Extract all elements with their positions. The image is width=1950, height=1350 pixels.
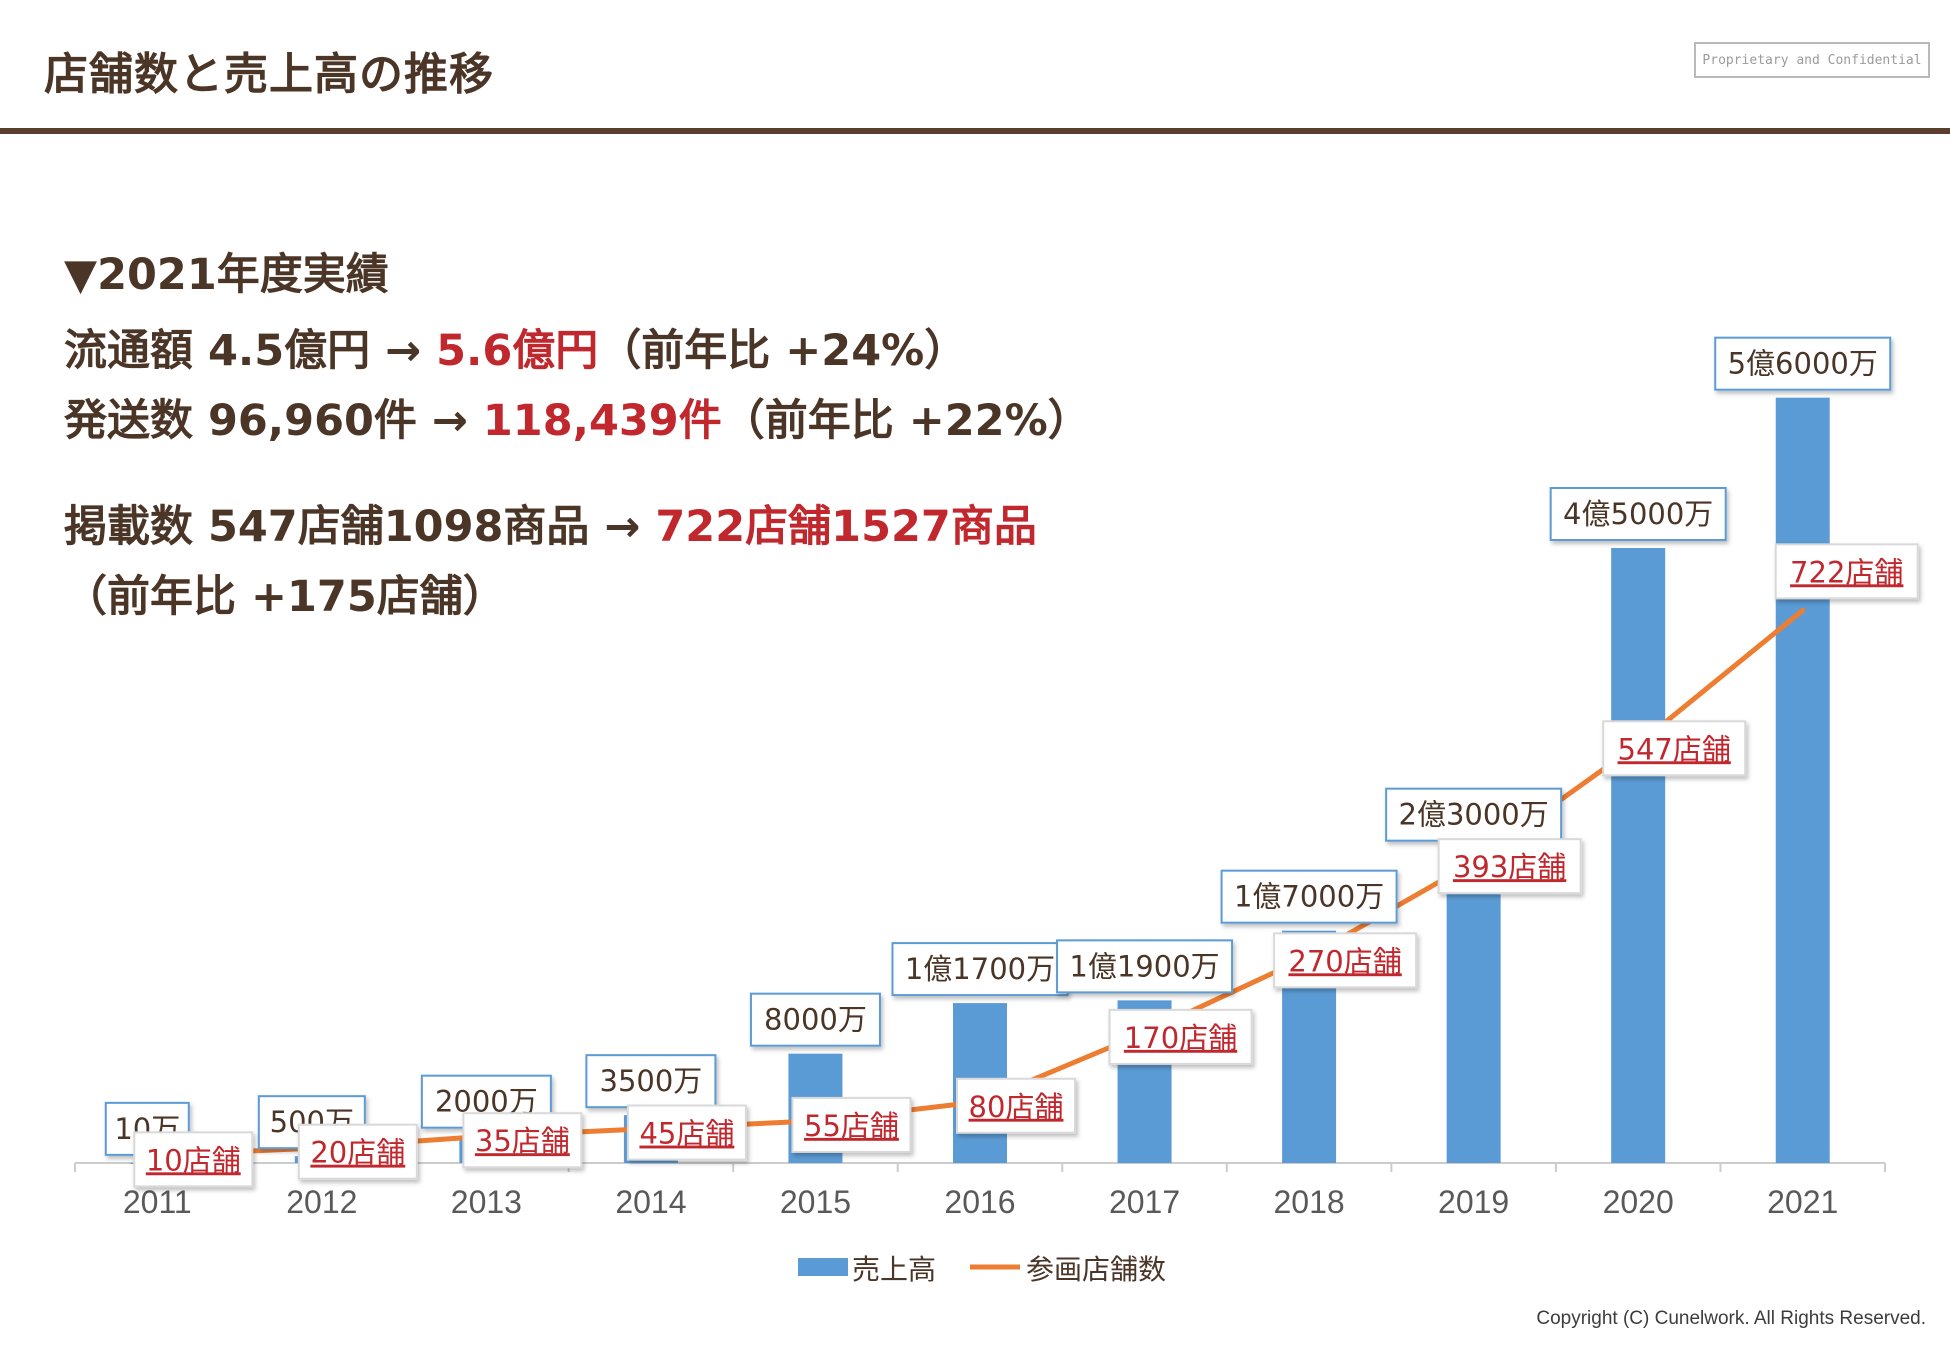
line-value-label: 170店舗 xyxy=(1124,1021,1237,1055)
legend-line-label: 参画店舗数 xyxy=(1026,1253,1166,1286)
bar-value-label: 5億6000万 xyxy=(1728,347,1878,381)
line-value-label: 35店舗 xyxy=(475,1124,570,1158)
bar-2019 xyxy=(1446,848,1501,1163)
line-value-label: 80店舗 xyxy=(969,1090,1064,1124)
shipments-label: 発送数 96,960件 → xyxy=(64,396,483,446)
line-value-box xyxy=(1273,932,1418,989)
confidential-badge: Proprietary and Confidential xyxy=(1694,42,1930,78)
line-value-box xyxy=(133,1131,254,1188)
x-tick-label: 2019 xyxy=(1438,1184,1509,1220)
summary-line-sales: 流通額 4.5億円 → 5.6億円（前年比 +24%） xyxy=(64,316,1091,386)
x-tick-label: 2017 xyxy=(1109,1184,1180,1220)
sales-label: 流通額 4.5億円 → xyxy=(64,326,437,376)
line-value-label: 393店舗 xyxy=(1453,850,1566,884)
line-value-label: 10店舗 xyxy=(146,1143,241,1177)
bar-2021 xyxy=(1775,397,1830,1164)
line-value-box xyxy=(1774,543,1919,600)
line-value-box xyxy=(1602,720,1747,777)
x-tick-label: 2012 xyxy=(286,1184,357,1220)
bar-2020 xyxy=(1611,548,1666,1163)
bar-value-label: 4億5000万 xyxy=(1563,497,1713,531)
line-value-box xyxy=(791,1096,912,1153)
x-tick-label: 2014 xyxy=(615,1184,686,1220)
bar-value-box xyxy=(1549,487,1727,541)
x-tick-label: 2018 xyxy=(1273,1184,1344,1220)
page-title: 店舗数と売上高の推移 xyxy=(44,49,494,100)
bar-value-label: 1億7000万 xyxy=(1234,880,1384,914)
bar-value-box xyxy=(1385,787,1563,842)
bar-value-label: 1億1700万 xyxy=(905,952,1055,986)
bar-value-box xyxy=(1714,336,1892,391)
title-divider xyxy=(0,128,1950,134)
line-value-box xyxy=(297,1123,418,1180)
summary-heading: ▼2021年度実績 xyxy=(64,250,389,300)
bar-value-label: 8000万 xyxy=(764,1003,867,1037)
line-value-label: 547店舗 xyxy=(1618,732,1731,766)
bar-value-box xyxy=(1056,939,1234,994)
bar-value-box xyxy=(749,992,881,1047)
summary-line-listings: 掲載数 547店舗1098商品 → 722店舗1527商品 xyxy=(64,492,1091,562)
line-value-label: 55店舗 xyxy=(804,1109,899,1143)
bar-value-label: 3500万 xyxy=(600,1064,703,1098)
shipments-note: （前年比 +22%） xyxy=(721,396,1091,446)
x-tick-label: 2013 xyxy=(451,1184,522,1220)
legend-bar-label: 売上高 xyxy=(852,1253,936,1286)
summary-line-shipments: 発送数 96,960件 → 118,439件（前年比 +22%） xyxy=(64,386,1091,456)
bar-value-label: 1億1900万 xyxy=(1069,949,1219,983)
listings-label: 掲載数 547店舗1098商品 → xyxy=(64,502,656,552)
sales-note: （前年比 +24%） xyxy=(598,326,968,376)
x-tick-label: 2021 xyxy=(1767,1184,1838,1220)
listings-value: 722店舗1527商品 xyxy=(655,502,1037,552)
line-value-label: 270店舗 xyxy=(1288,944,1401,978)
x-tick-label: 2011 xyxy=(123,1184,192,1220)
line-value-label: 20店舗 xyxy=(310,1136,405,1170)
x-tick-label: 2016 xyxy=(944,1184,1015,1220)
bar-value-box xyxy=(585,1054,717,1109)
bar-value-box xyxy=(1220,869,1398,924)
line-value-label: 722店舗 xyxy=(1790,555,1903,589)
line-value-box xyxy=(1108,1008,1253,1065)
line-value-box xyxy=(626,1104,747,1161)
line-value-box xyxy=(956,1077,1076,1134)
x-tick-label: 2015 xyxy=(780,1184,851,1220)
line-value-label: 45店舗 xyxy=(639,1117,734,1151)
line-value-box xyxy=(1437,838,1582,895)
bar-value-label: 2億3000万 xyxy=(1399,798,1549,832)
shipments-value: 118,439件 xyxy=(482,396,722,446)
line-value-box xyxy=(462,1112,583,1169)
x-tick-label: 2020 xyxy=(1603,1184,1674,1220)
summary-line-listings-note: （前年比 +175店舗） xyxy=(64,572,506,622)
copyright: Copyright (C) Cunelwork. All Rights Rese… xyxy=(1536,1308,1926,1329)
legend-bar-swatch xyxy=(798,1258,848,1276)
summary-panel: ▼2021年度実績 流通額 4.5億円 → 5.6億円（前年比 +24%） 発送… xyxy=(64,246,1091,632)
sales-value: 5.6億円 xyxy=(436,326,599,376)
